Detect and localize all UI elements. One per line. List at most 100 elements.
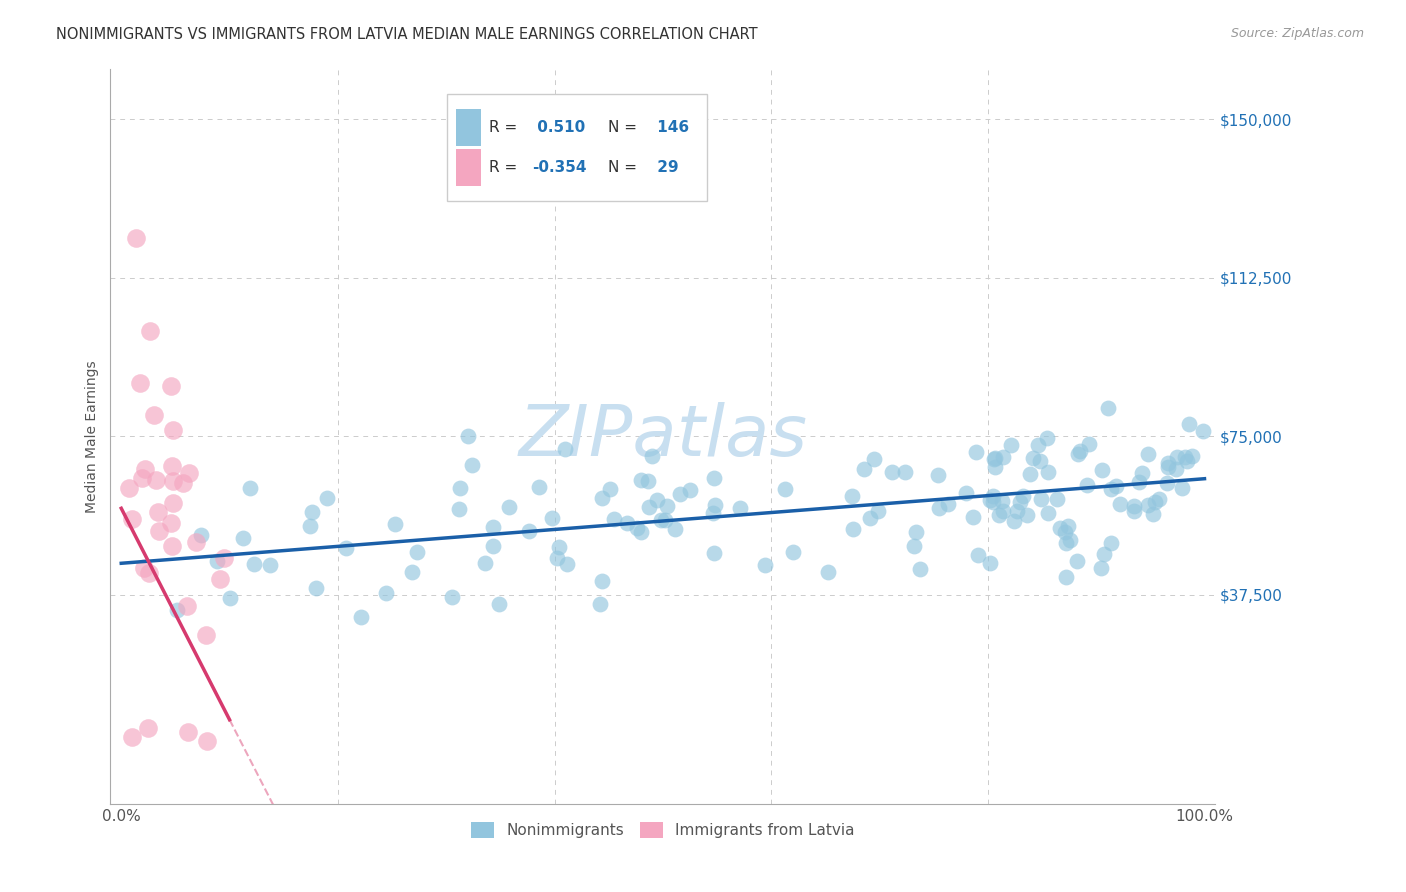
Point xyxy=(139,324,162,338)
Point xyxy=(301,505,323,519)
Point xyxy=(841,489,863,503)
Text: Source: ZipAtlas.com: Source: ZipAtlas.com xyxy=(1230,27,1364,40)
Point xyxy=(981,495,1004,509)
Point xyxy=(547,541,569,555)
Point xyxy=(118,481,141,495)
Point xyxy=(979,556,1001,570)
Point xyxy=(599,483,621,497)
Point xyxy=(1097,401,1119,415)
Point xyxy=(1136,447,1159,461)
Point xyxy=(259,558,281,573)
Point xyxy=(1130,466,1153,480)
Point xyxy=(1175,454,1198,468)
Point xyxy=(1000,438,1022,452)
Point xyxy=(194,628,217,642)
Point xyxy=(1011,489,1033,503)
Point xyxy=(630,474,652,488)
Point xyxy=(232,531,254,545)
Text: 146: 146 xyxy=(652,120,689,135)
Point xyxy=(962,509,984,524)
Point xyxy=(1010,495,1032,509)
Point xyxy=(702,471,724,485)
Point xyxy=(207,554,229,568)
Point xyxy=(162,423,184,437)
Point xyxy=(1166,450,1188,464)
Point xyxy=(679,483,702,497)
Point xyxy=(335,541,357,555)
Point xyxy=(650,513,672,527)
Point xyxy=(1066,554,1088,568)
Text: R =: R = xyxy=(489,161,523,176)
Point xyxy=(1090,560,1112,574)
Point xyxy=(1038,507,1060,521)
Point xyxy=(655,499,678,513)
Point xyxy=(541,511,564,525)
Point xyxy=(1122,504,1144,518)
Text: ZIPatlas: ZIPatlas xyxy=(519,402,807,471)
Point xyxy=(172,475,194,490)
Point xyxy=(219,591,242,605)
Point xyxy=(375,586,398,600)
Point xyxy=(160,516,183,530)
Point xyxy=(1036,465,1059,479)
Point xyxy=(1067,447,1090,461)
Point xyxy=(554,442,576,456)
Text: 0.510: 0.510 xyxy=(533,120,586,135)
Text: NONIMMIGRANTS VS IMMIGRANTS FROM LATVIA MEDIAN MALE EARNINGS CORRELATION CHART: NONIMMIGRANTS VS IMMIGRANTS FROM LATVIA … xyxy=(56,27,758,42)
Point xyxy=(863,451,886,466)
Point xyxy=(626,521,648,535)
Point xyxy=(728,500,751,515)
Point xyxy=(160,458,183,473)
Point xyxy=(842,522,865,536)
Point xyxy=(1122,499,1144,513)
Point xyxy=(128,376,150,391)
Point xyxy=(927,468,949,483)
Point xyxy=(1156,475,1178,490)
Point xyxy=(965,445,987,459)
Point xyxy=(121,730,143,744)
Point xyxy=(1049,521,1071,535)
Point xyxy=(1157,460,1180,475)
Point xyxy=(1054,536,1077,550)
Point xyxy=(195,734,218,748)
Point xyxy=(1143,495,1166,509)
Point xyxy=(238,481,260,495)
Point xyxy=(704,499,727,513)
Point xyxy=(955,486,977,500)
Point xyxy=(557,557,579,571)
Point xyxy=(1069,444,1091,458)
Point xyxy=(1147,492,1170,507)
Point xyxy=(1029,453,1052,467)
Point xyxy=(148,524,170,538)
Point xyxy=(162,496,184,510)
Point xyxy=(641,449,664,463)
Legend: Nonimmigrants, Immigrants from Latvia: Nonimmigrants, Immigrants from Latvia xyxy=(465,816,860,845)
Point xyxy=(176,725,198,739)
Point xyxy=(984,460,1007,475)
Point xyxy=(121,512,143,526)
Point xyxy=(1171,481,1194,495)
Text: -0.354: -0.354 xyxy=(533,161,586,176)
Point xyxy=(350,610,373,624)
Point xyxy=(702,507,724,521)
Point xyxy=(315,491,337,506)
Point xyxy=(637,474,659,488)
Point xyxy=(1136,498,1159,512)
Point xyxy=(1059,533,1081,548)
Point xyxy=(406,544,429,558)
Point xyxy=(1002,514,1025,528)
Point xyxy=(979,492,1001,507)
Point xyxy=(1045,491,1067,506)
Point xyxy=(1054,570,1077,584)
Point xyxy=(1192,425,1215,439)
Point xyxy=(134,462,156,476)
Point xyxy=(160,539,183,553)
Point xyxy=(859,511,882,525)
Point xyxy=(132,561,155,575)
Point xyxy=(589,597,612,611)
Point xyxy=(928,500,950,515)
Point xyxy=(988,508,1011,522)
Point xyxy=(984,450,1007,465)
Point xyxy=(1109,498,1132,512)
Point xyxy=(160,379,183,393)
